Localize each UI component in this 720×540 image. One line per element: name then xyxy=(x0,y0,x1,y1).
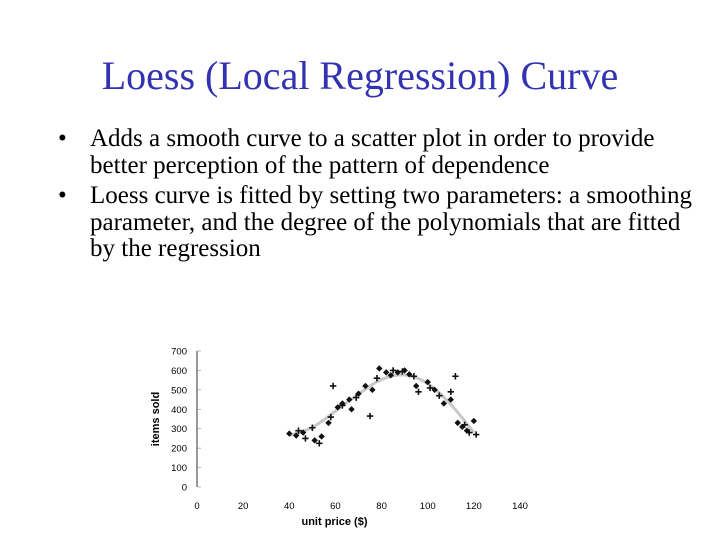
loess-curve xyxy=(288,373,476,437)
data-point-plus xyxy=(327,413,335,421)
data-point-diamond xyxy=(447,396,454,403)
data-point-diamond xyxy=(424,378,431,386)
bullet-item: • Loess curve is fitted by setting two p… xyxy=(58,182,698,263)
data-point-plus xyxy=(415,388,422,395)
bullet-list: • Adds a smooth curve to a scatter plot … xyxy=(58,125,698,267)
data-point-plus xyxy=(302,435,309,442)
x-tick-label: 0 xyxy=(194,501,199,512)
data-point-diamond xyxy=(376,365,383,372)
data-point-diamond xyxy=(382,369,390,376)
loess-scatter-chart: 0 100 200 300 400 500 600 700 0 20 40 60 80 100 120 140… xyxy=(150,347,528,529)
x-tick-label: 60 xyxy=(330,501,341,512)
data-point-plus xyxy=(426,384,434,392)
data-point-diamond xyxy=(440,400,448,407)
data-point-plus xyxy=(410,373,418,380)
data-point-diamond xyxy=(412,382,420,390)
y-tick-label: 400 xyxy=(171,405,187,416)
data-point-plus xyxy=(466,429,473,436)
data-point-diamond xyxy=(362,382,369,390)
data-point-diamond xyxy=(318,433,325,440)
y-tick-label: 100 xyxy=(171,463,187,474)
x-tick-label: 80 xyxy=(376,501,387,512)
data-point-plus xyxy=(309,424,316,431)
x-tick-label: 120 xyxy=(466,501,482,512)
data-point-plus xyxy=(339,402,346,409)
bullet-marker: • xyxy=(58,182,67,209)
bullet-marker: • xyxy=(58,125,67,152)
y-tick-label: 600 xyxy=(171,366,187,377)
data-point-plus xyxy=(389,367,397,374)
y-tick-label: 500 xyxy=(171,385,187,396)
data-point-plus xyxy=(472,431,480,438)
data-point-diamond xyxy=(355,390,362,397)
data-point-plus xyxy=(329,382,337,390)
bullet-text: Loess curve is fitted by setting two par… xyxy=(90,182,692,262)
data-point-diamond xyxy=(431,386,438,394)
x-tick-label: 20 xyxy=(238,501,249,512)
data-point-diamond xyxy=(369,386,376,394)
bullet-item: • Adds a smooth curve to a scatter plot … xyxy=(58,125,698,179)
slide-title: Loess (Local Regression) Curve xyxy=(101,53,619,98)
y-tick-label: 300 xyxy=(171,424,187,435)
data-point-plus xyxy=(452,373,459,380)
data-point-diamond xyxy=(394,369,401,376)
data-point-plus xyxy=(373,375,381,382)
y-tick-label: 0 xyxy=(182,483,187,494)
data-point-diamond xyxy=(470,417,478,425)
data-point-diamond xyxy=(463,427,471,434)
data-point-plus xyxy=(316,440,323,447)
x-axis-title: unit price ($) xyxy=(301,516,367,528)
data-point-diamond xyxy=(311,437,318,444)
data-point-plus xyxy=(399,368,406,375)
data-point-diamond xyxy=(286,430,293,437)
x-tick-label: 40 xyxy=(284,501,295,512)
data-point-plus xyxy=(295,427,302,434)
x-tick-label: 140 xyxy=(512,501,528,512)
data-point-diamond xyxy=(387,372,394,379)
data-point-plus xyxy=(436,392,443,399)
y-tick-label: 200 xyxy=(171,444,187,455)
data-point-plus xyxy=(366,412,374,420)
data-point-plus xyxy=(461,421,468,429)
data-point-diamond xyxy=(454,419,461,427)
data-point-plus xyxy=(447,388,454,395)
data-point-diamond xyxy=(325,419,332,427)
x-tick-label: 100 xyxy=(420,501,436,512)
data-point-diamond xyxy=(334,404,341,411)
data-point-diamond xyxy=(293,432,300,439)
bullet-text: Adds a smooth curve to a scatter plot in… xyxy=(90,125,655,179)
y-axis-title: items sold xyxy=(150,392,162,446)
data-point-diamond xyxy=(346,396,353,403)
data-point-plus xyxy=(352,394,360,401)
y-tick-label: 700 xyxy=(171,347,187,358)
data-point-diamond xyxy=(348,406,355,413)
